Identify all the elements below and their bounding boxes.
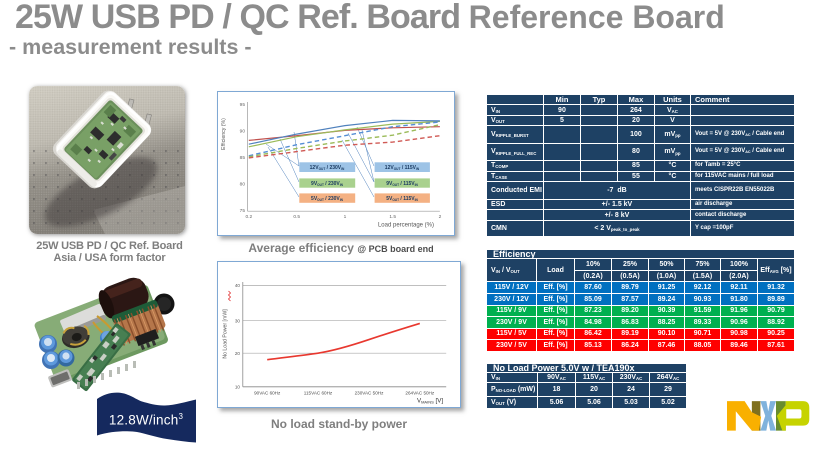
svg-text:40: 40 (235, 283, 241, 288)
svg-text:9VOUT / 115VIN: 9VOUT / 115VIN (386, 181, 418, 187)
svg-text:90VAC 60Hz: 90VAC 60Hz (254, 391, 281, 396)
svg-text:80: 80 (240, 181, 246, 187)
svg-text:1: 1 (344, 214, 347, 220)
svg-text:No Load Power [mW]: No Load Power [mW] (223, 309, 229, 359)
svg-text:20: 20 (235, 351, 241, 356)
svg-text:Load percentage (%): Load percentage (%) (378, 223, 434, 229)
svg-text:75: 75 (240, 208, 246, 214)
svg-text:10: 10 (235, 385, 241, 390)
svg-text:1.5: 1.5 (389, 214, 396, 220)
svg-text:264VAC 50Hz: 264VAC 50Hz (405, 391, 434, 396)
svg-text:90: 90 (240, 129, 246, 135)
svg-text:0.2: 0.2 (245, 214, 252, 220)
svg-text:VMAINS [V]: VMAINS [V] (417, 398, 443, 405)
svg-text:95: 95 (240, 102, 246, 108)
svg-text:30: 30 (235, 319, 241, 324)
svg-text:0.5: 0.5 (293, 214, 300, 220)
svg-text:12VOUT / 115VIN: 12VOUT / 115VIN (385, 165, 420, 171)
svg-text:9VOUT / 230VIN: 9VOUT / 230VIN (311, 181, 344, 187)
svg-text:12VOUT / 230VIN: 12VOUT / 230VIN (310, 165, 345, 171)
svg-text:115VAC 60Hz: 115VAC 60Hz (304, 391, 333, 396)
svg-text:Efficiency (%): Efficiency (%) (221, 118, 227, 150)
svg-text:230VAC 50Hz: 230VAC 50Hz (355, 391, 384, 396)
svg-text:85: 85 (240, 155, 246, 161)
svg-text:5VOUT / 115VIN: 5VOUT / 115VIN (386, 196, 418, 202)
svg-text:2: 2 (439, 214, 442, 220)
svg-text:5VOUT / 230VIN: 5VOUT / 230VIN (311, 196, 344, 202)
